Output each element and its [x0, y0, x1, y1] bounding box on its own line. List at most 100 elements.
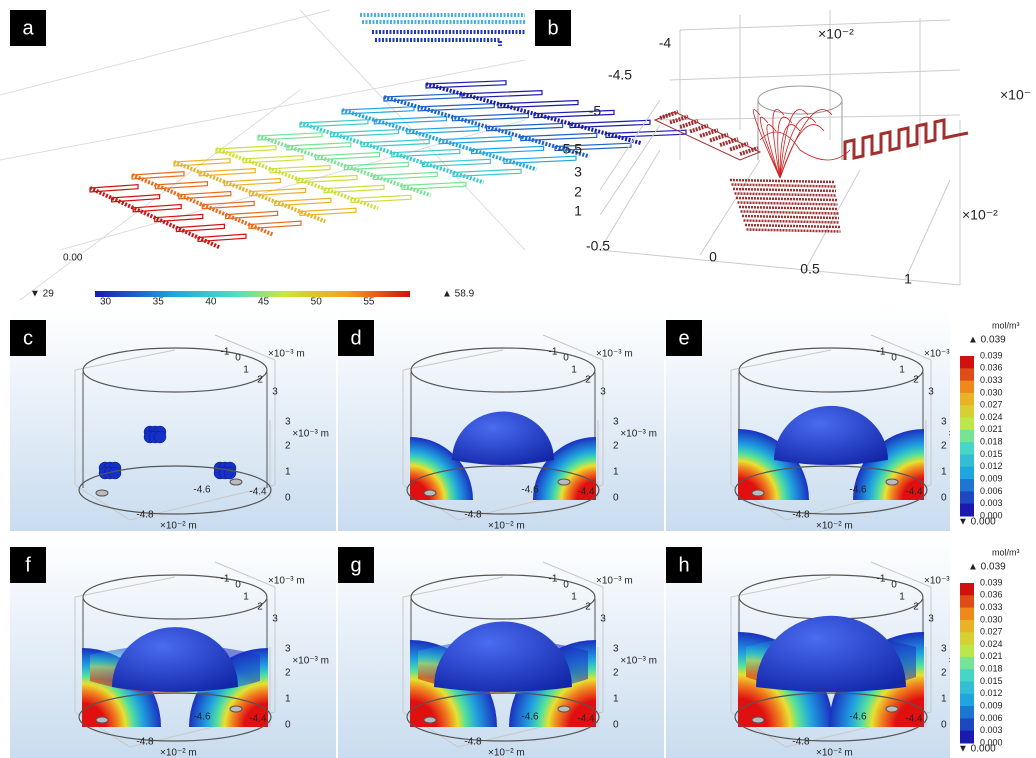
- coil-segment: [422, 159, 490, 166]
- colorbar-band: [960, 681, 974, 694]
- coil-rung: [747, 230, 841, 232]
- z-tick-label: 3: [941, 417, 947, 428]
- x-tick-label: 0: [709, 249, 717, 265]
- coil-rung: [690, 126, 708, 132]
- y-tick-label: 3: [600, 614, 606, 625]
- coil-rung: [700, 130, 718, 136]
- x-tick-label: -4.6: [521, 712, 539, 723]
- colorbar-unit: mol/m³: [992, 320, 1020, 330]
- colorbar-band: [960, 418, 974, 431]
- y-unit: ×10⁻³ m: [268, 349, 305, 360]
- z-tick-label: 1: [285, 467, 291, 478]
- colorbar-tick-label: 0.027: [980, 627, 1003, 637]
- coil-segment: [606, 130, 686, 137]
- grid-line: [0, 10, 330, 95]
- x-tick-label: -4.8: [792, 510, 810, 521]
- y-tick-label: -1: [549, 574, 558, 585]
- y-unit: ×10⁻³ m: [596, 349, 633, 360]
- coil-segment: [453, 169, 521, 176]
- coil-segment: [351, 195, 411, 202]
- colorbar-band: [960, 718, 974, 731]
- particle-cluster: [154, 431, 166, 443]
- panel-label: h: [678, 554, 689, 576]
- y-unit: ×10⁻³ m: [268, 576, 305, 587]
- colorbar-tick-label: 0.003: [980, 498, 1003, 508]
- axis-exponent: ×10⁻²: [818, 26, 854, 42]
- colorbar-band: [960, 595, 974, 608]
- x-unit: ×10⁻² m: [816, 748, 853, 758]
- electrode: [96, 490, 108, 496]
- z-tick-label: 1: [613, 467, 619, 478]
- y-tick-label: 2: [585, 375, 591, 386]
- x-tick-label: -4.4: [577, 487, 595, 498]
- colorbar-band: [960, 442, 974, 455]
- colorbar-band: [960, 694, 974, 707]
- coil-segment: [250, 188, 306, 195]
- x-tick-label: -4.6: [849, 712, 867, 723]
- panel-3d: -10123×10⁻³ m3210×10⁻³ m-4.8-4.6-4.4×10⁻…: [338, 537, 664, 758]
- x-tick-label: -4.8: [136, 510, 154, 521]
- z-unit: ×10⁻³ m: [292, 429, 329, 440]
- electrode: [558, 479, 570, 485]
- panel-a: 0.00▼ 29▲ 58.9303540455055a: [0, 10, 686, 308]
- y-tick-label: 3: [928, 614, 934, 625]
- z-tick-label: 3: [613, 644, 619, 655]
- colorbar-band: [960, 467, 974, 480]
- z-tick-label: 2: [941, 441, 947, 452]
- z-tick-label: 0: [285, 720, 291, 731]
- colorbar-tick-label: 0.036: [980, 590, 1003, 600]
- y-tick-label: 1: [571, 365, 577, 376]
- x-tick-label: -4.8: [464, 737, 482, 748]
- electrode: [230, 706, 242, 712]
- y-tick-label: 2: [913, 375, 919, 386]
- colorbar-tick-label: 0.018: [980, 664, 1003, 674]
- colorbar-band: [960, 645, 974, 658]
- z-tick-label: 2: [285, 668, 291, 679]
- field-line: [780, 109, 832, 178]
- y-tick-label: 3: [272, 614, 278, 625]
- colorbar-max: ▲ 0.039: [968, 335, 1006, 346]
- z-tick-label: 3: [941, 644, 947, 655]
- coil-rung: [744, 221, 840, 223]
- coil-segment: [258, 133, 322, 140]
- coil-segment: [373, 172, 437, 179]
- scale-tick-label: 55: [363, 297, 375, 308]
- colorbar-tick-label: 0.015: [980, 676, 1003, 686]
- y-tick-label: 1: [899, 365, 905, 376]
- colorbar-tick-label: 0.024: [980, 412, 1003, 422]
- colorbar-max: ▲ 0.039: [968, 562, 1006, 573]
- colorbar-band: [960, 669, 974, 682]
- x-tick-label: -4.4: [249, 487, 267, 498]
- coil-rung: [738, 203, 838, 205]
- grid-line: [600, 100, 660, 190]
- z-tick-label: 2: [613, 441, 619, 452]
- grid-line: [600, 150, 660, 250]
- y-tick-label: -1: [877, 574, 886, 585]
- electrode: [886, 706, 898, 712]
- panel-label: a: [22, 17, 34, 39]
- colorbar-tick-label: 0.021: [980, 424, 1003, 434]
- coil-segment: [344, 162, 408, 169]
- y-tick-label: 2: [913, 602, 919, 613]
- colorbar-tick-label: 0.009: [980, 473, 1003, 483]
- colorbar-band: [960, 405, 974, 418]
- coil-segment: [472, 146, 544, 153]
- colorbar-band: [960, 491, 974, 504]
- electrode: [886, 479, 898, 485]
- x-tick-label: -4.6: [521, 485, 539, 496]
- x-tick-label: 1: [904, 271, 912, 287]
- particle-cluster: [224, 467, 236, 479]
- z-tick-label: -4.5: [608, 67, 632, 83]
- origin-label: 0.00: [63, 253, 83, 264]
- scale-max: ▲ 58.9: [442, 289, 475, 300]
- coil-segment: [155, 182, 207, 189]
- coil-rung: [680, 121, 698, 127]
- colorbar-unit: mol/m³: [992, 547, 1020, 557]
- colorbar-tick-label: 0.015: [980, 449, 1003, 459]
- y-tick-label: 1: [571, 592, 577, 603]
- coil-rung: [739, 207, 838, 209]
- colorbar-tick-label: 0.003: [980, 725, 1003, 735]
- x-tick-label: 0.5: [800, 261, 820, 277]
- z-tick-label: 0: [285, 493, 291, 504]
- colorbar-tick-label: 0.030: [980, 614, 1003, 624]
